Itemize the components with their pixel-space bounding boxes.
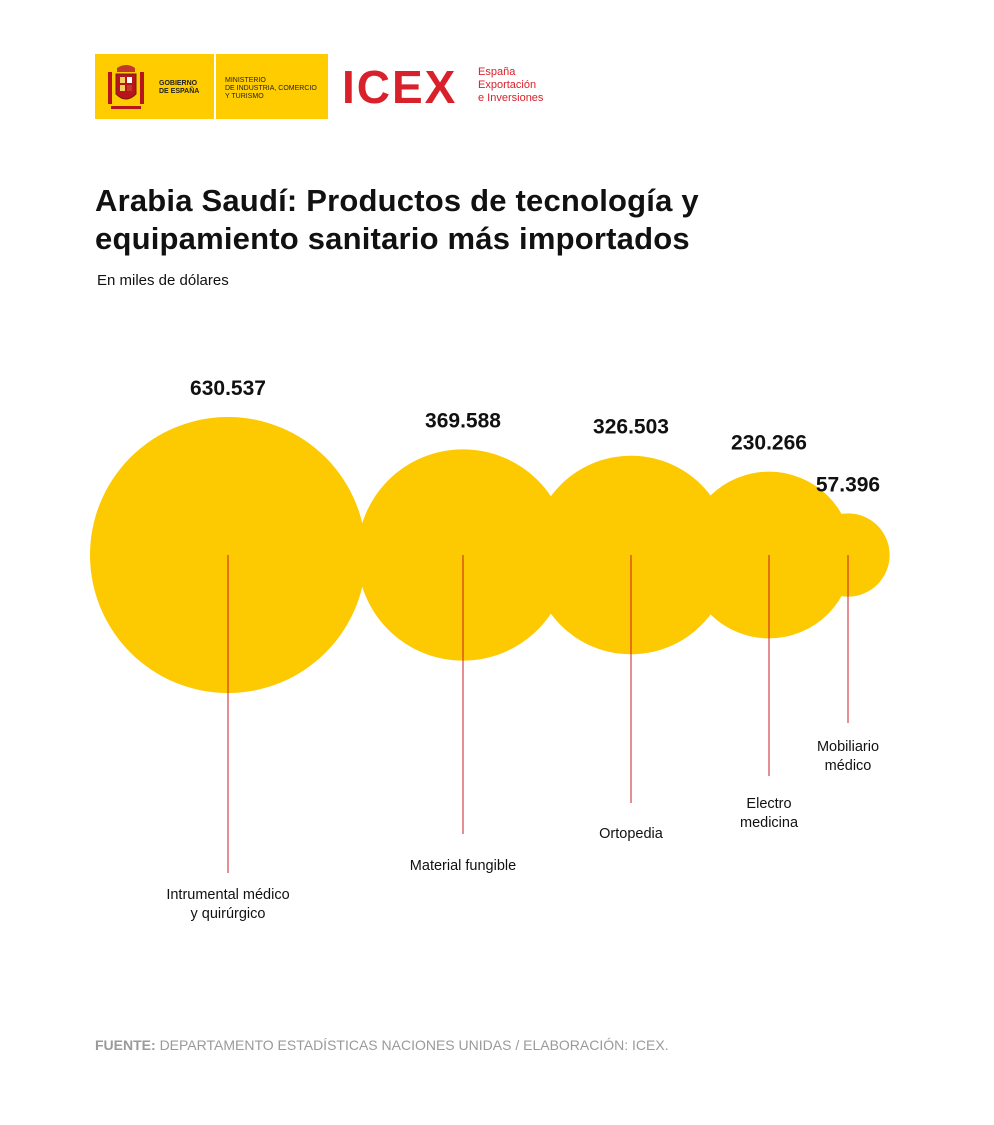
category-label-5-line-1: Mobiliario — [817, 739, 879, 755]
government-label: GOBIERNO DE ESPAÑA — [159, 80, 200, 95]
icex-logo: ICEX — [342, 65, 457, 107]
value-label-5: 57.396 — [816, 473, 880, 496]
category-label-5-line-2: médico — [825, 758, 872, 774]
category-label-4-line-1: Electro — [746, 796, 791, 812]
icex-tagline: España Exportación e Inversiones — [478, 66, 544, 104]
category-label-4-line-2: medicina — [740, 815, 799, 831]
value-label-1: 630.537 — [190, 377, 266, 400]
source-note: FUENTE: DEPARTAMENTO ESTADÍSTICAS NACION… — [95, 1037, 669, 1053]
value-label-4: 230.266 — [731, 432, 807, 455]
government-logo: GOBIERNO DE ESPAÑA MINISTERIO DE INDUSTR… — [95, 54, 328, 119]
ministry-label: MINISTERIO DE INDUSTRIA, COMERCIO Y TURI… — [225, 77, 317, 100]
logo-divider — [214, 54, 216, 119]
chart-subtitle: En miles de dólares — [97, 272, 229, 289]
category-label-3-line-1: Ortopedia — [599, 826, 664, 842]
category-label-2-line-1: Material fungible — [410, 858, 516, 874]
source-label: FUENTE: — [95, 1037, 156, 1053]
coat-of-arms-icon — [108, 65, 144, 109]
category-label-1-line-2: y quirúrgico — [191, 906, 266, 922]
value-label-3: 326.503 — [593, 416, 669, 439]
source-text: DEPARTAMENTO ESTADÍSTICAS NACIONES UNIDA… — [159, 1037, 669, 1053]
value-label-2: 369.588 — [425, 409, 501, 432]
icex-logo-text: ICEX — [342, 65, 457, 107]
category-label-1-line-1: Intrumental médico — [166, 887, 289, 903]
chart-title: Arabia Saudí: Productos de tecnología y … — [95, 183, 699, 256]
